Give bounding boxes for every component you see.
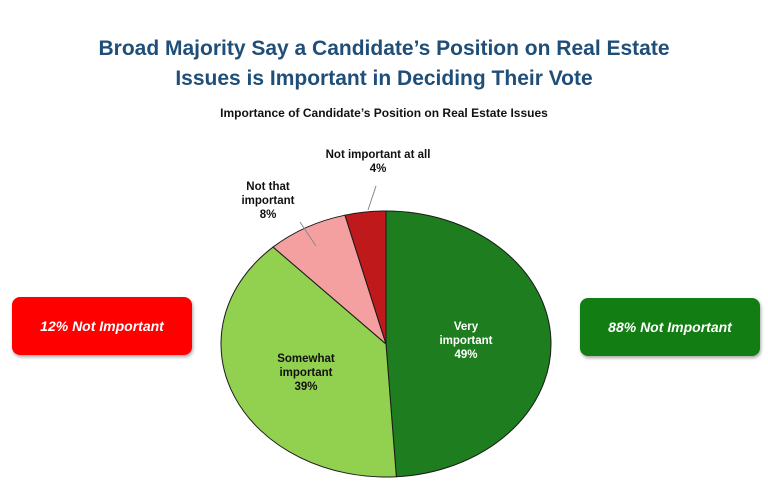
pie-label-1: Somewhat important 39% xyxy=(277,353,335,393)
chart-title-line-1: Broad Majority Say a Candidate’s Positio… xyxy=(98,37,670,60)
chart-subtitle: Importance of Candidate’s Position on Re… xyxy=(220,106,548,120)
chart-title-line-2: Issues is Important in Deciding Their Vo… xyxy=(175,67,593,90)
pie-slice-1 xyxy=(220,246,397,478)
pie-label-2: Not that important 8% xyxy=(241,181,294,221)
callout-not-important-left: 12% Not Important xyxy=(12,297,192,355)
pie-slice-3 xyxy=(344,210,387,345)
pie-leader-line-2 xyxy=(299,221,317,247)
chart-title: Broad Majority Say a Candidate’s Positio… xyxy=(0,34,768,94)
pie-slice-0 xyxy=(385,210,552,478)
callout-not-important-right: 88% Not Important xyxy=(580,298,760,356)
pie-label-3: Not important at all 4% xyxy=(326,149,431,175)
pie-leader-line-3 xyxy=(367,185,377,211)
pie-label-0: Very important 49% xyxy=(439,321,492,361)
